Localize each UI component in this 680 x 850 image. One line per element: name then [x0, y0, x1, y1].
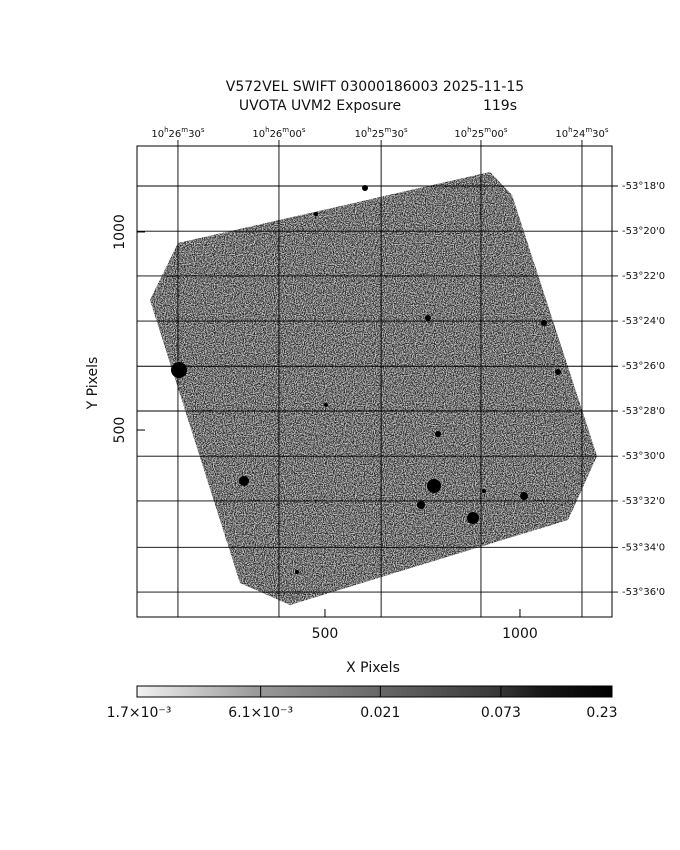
y-axis-label: Y Pixels	[85, 357, 101, 411]
dec-tick-label: -53°34'0	[622, 542, 665, 553]
chart-title: V572VEL SWIFT 03000186003 2025-11-15	[226, 79, 524, 95]
x-tick-label: 500	[312, 626, 339, 642]
y-tick-label: 1000	[112, 214, 128, 250]
colorbar	[136, 685, 613, 698]
ra-tick-label: 10h26m30s	[151, 126, 204, 140]
colorbar-tick-label: 0.021	[360, 705, 400, 721]
dec-tick-label: -53°36'0	[622, 587, 665, 598]
plot-frame	[136, 145, 613, 618]
colorbar-tick-label: 1.7×10⁻³	[107, 705, 172, 721]
y-tick-label: 500	[112, 417, 128, 444]
ra-tick-label: 10h25m30s	[355, 126, 408, 140]
ra-tick-label: 10h24m30s	[555, 126, 608, 140]
colorbar-tick-label: 0.073	[481, 705, 521, 721]
x-axis-label: X Pixels	[346, 660, 400, 676]
dec-tick-label: -53°26'0	[622, 361, 665, 372]
ra-tick-label: 10h26m00s	[252, 126, 305, 140]
dec-tick-label: -53°30'0	[622, 451, 665, 462]
chart-subtitle: UVOTA UVM2 Exposure	[239, 98, 401, 114]
colorbar-tick-label: 0.23	[586, 705, 617, 721]
dec-tick-label: -53°28'0	[622, 406, 665, 417]
dec-tick-label: -53°18'0	[622, 181, 665, 192]
dec-tick-label: -53°22'0	[622, 271, 665, 282]
dec-tick-label: -53°20'0	[622, 226, 665, 237]
dec-tick-label: -53°32'0	[622, 496, 665, 507]
colorbar-tick-label: 6.1×10⁻³	[228, 705, 293, 721]
x-tick-label: 1000	[502, 626, 538, 642]
ra-tick-label: 10h25m00s	[454, 126, 507, 140]
dec-tick-label: -53°24'0	[622, 316, 665, 327]
image	[150, 172, 597, 605]
exposure-time: 119s	[483, 98, 517, 114]
exposure-noise	[150, 172, 597, 605]
